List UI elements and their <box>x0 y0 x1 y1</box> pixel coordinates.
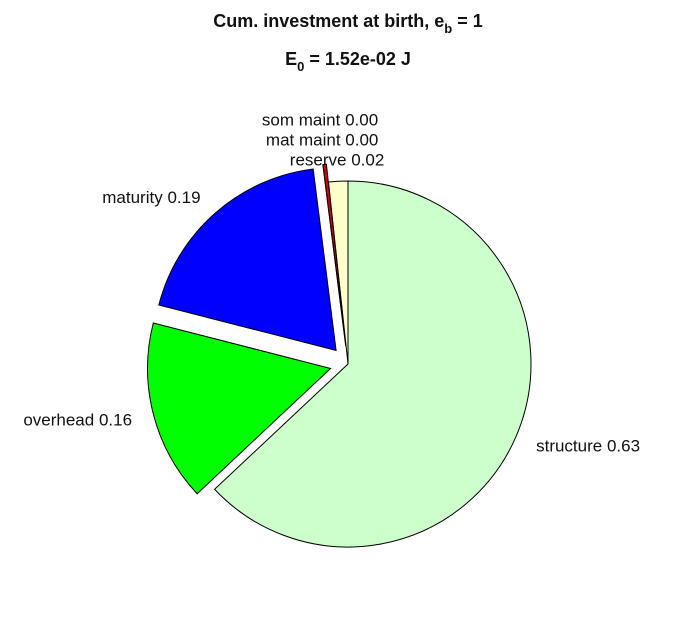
pie-slice <box>322 164 347 347</box>
slice-name: mat maint <box>266 130 341 149</box>
subtitle-sub: 0 <box>297 59 304 74</box>
pie-slice <box>213 180 532 548</box>
slice-value: 0.02 <box>351 150 384 169</box>
pie-slice <box>158 168 337 352</box>
slice-name: som maint <box>262 110 341 129</box>
pie-slice <box>147 322 332 495</box>
slice-label: overhead 0.16 <box>23 410 132 429</box>
slice-label: maturity 0.19 <box>102 188 200 207</box>
slice-name: structure <box>536 436 602 455</box>
slice-value: 0.16 <box>99 410 132 429</box>
chart-title: Cum. investment at birth, eb = 1 <box>213 11 483 36</box>
title-sub: b <box>444 21 452 36</box>
subtitle-part: E <box>285 49 297 69</box>
title-part: = 1 <box>452 11 483 31</box>
slice-name: reserve <box>290 150 347 169</box>
title-part: Cum. investment at birth, e <box>213 11 444 31</box>
slice-label: reserve 0.02 <box>290 150 385 169</box>
slice-name: maturity <box>102 188 163 207</box>
slice-value: 0.00 <box>345 110 378 129</box>
slice-label: structure 0.63 <box>536 436 640 455</box>
slice-label: som maint 0.00 <box>262 110 378 129</box>
slice-value: 0.63 <box>607 436 640 455</box>
subtitle-part: = 1.52e-02 J <box>304 49 411 69</box>
slice-value: 0.19 <box>167 188 200 207</box>
slice-name: overhead <box>23 410 94 429</box>
chart-subtitle: E0 = 1.52e-02 J <box>285 49 411 74</box>
slice-label: mat maint 0.00 <box>266 130 378 149</box>
slice-value: 0.00 <box>345 130 378 149</box>
